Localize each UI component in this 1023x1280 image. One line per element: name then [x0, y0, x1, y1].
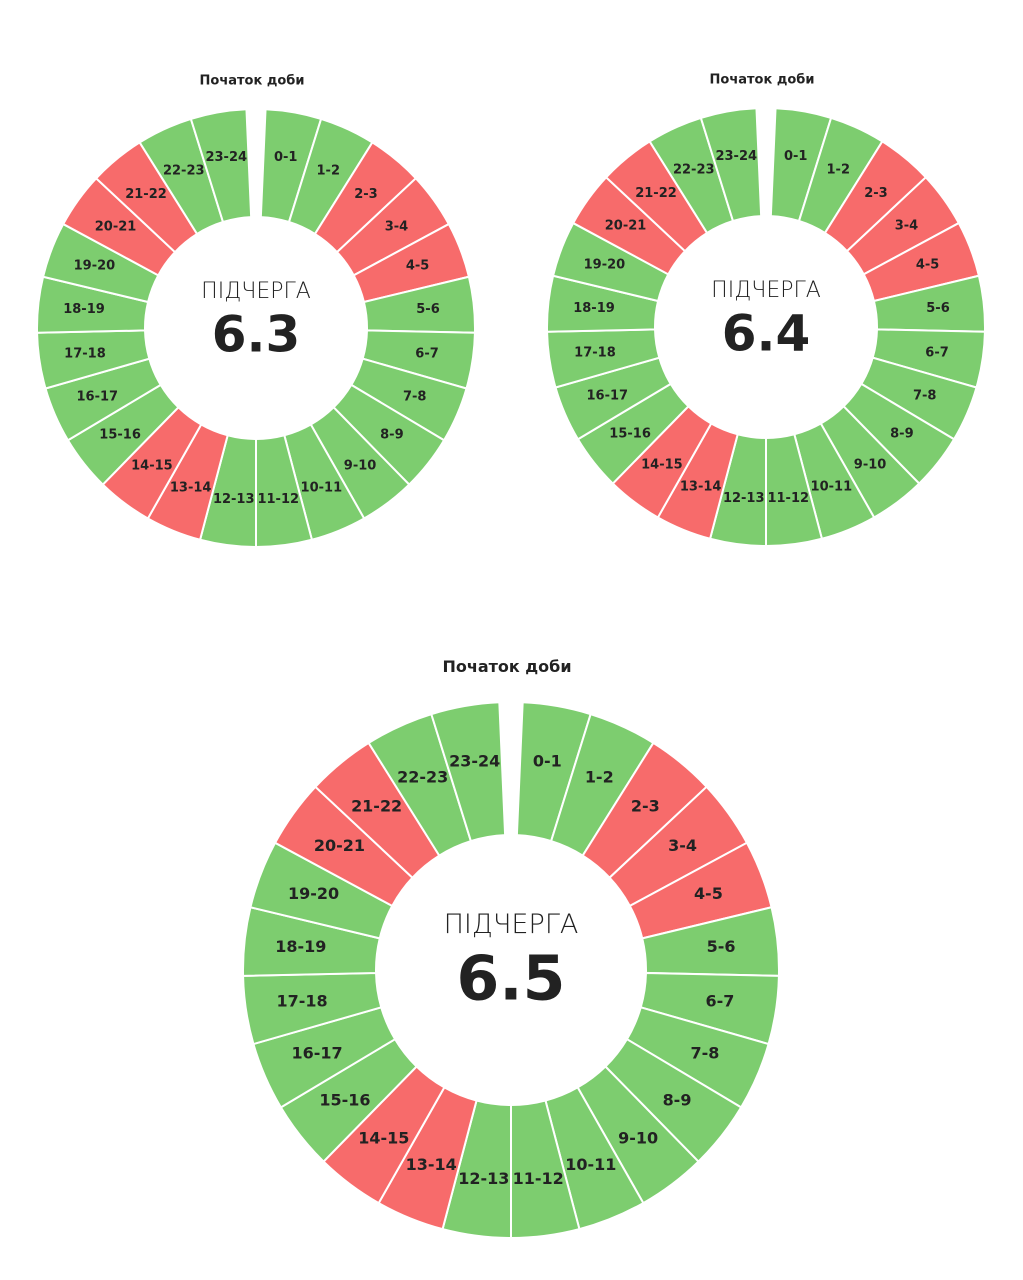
segment-label: 23-24 — [715, 149, 757, 164]
segment-label: 21-22 — [351, 796, 402, 815]
segment-label: 11-12 — [767, 491, 809, 506]
segment-label: 3-4 — [385, 219, 409, 234]
segment-label: 12-13 — [723, 491, 765, 506]
segment-label: 12-13 — [458, 1169, 509, 1188]
segment-label: 0-1 — [784, 149, 808, 164]
segment-label: 16-17 — [586, 388, 628, 403]
segment-label: 3-4 — [668, 836, 697, 855]
segment-label: 22-23 — [163, 163, 205, 178]
segment-label: 9-10 — [854, 458, 887, 473]
segment-label: 21-22 — [125, 187, 167, 202]
segment-label: 8-9 — [380, 428, 404, 443]
segment-label: 19-20 — [74, 259, 116, 274]
segment-label: 4-5 — [694, 884, 723, 903]
number: 6.5 — [457, 942, 566, 1014]
segment-label: 21-22 — [635, 186, 677, 201]
segment-label: 5-6 — [416, 302, 440, 317]
segment-label: 1-2 — [827, 162, 851, 177]
segment-label: 10-11 — [301, 481, 343, 496]
segment-label: 19-20 — [288, 884, 339, 903]
segment-label: 3-4 — [895, 218, 919, 233]
segment-label: 15-16 — [99, 428, 141, 443]
segment — [189, 108, 253, 224]
segment-label: 7-8 — [403, 389, 427, 404]
segment-label: 19-20 — [584, 258, 626, 273]
segment-label: 11-12 — [257, 492, 299, 507]
segment-label: 6-7 — [925, 346, 949, 361]
segment-label: 17-18 — [276, 991, 327, 1010]
segment-label: 8-9 — [663, 1090, 692, 1109]
segment-label: 20-21 — [95, 219, 137, 234]
segment-label: 23-24 — [205, 150, 247, 165]
segment-label: 17-18 — [574, 346, 616, 361]
segment-label: 4-5 — [916, 258, 940, 273]
segment-label: 16-17 — [292, 1044, 343, 1063]
start-label: Початок доби — [200, 74, 305, 89]
segment-label: 13-14 — [406, 1155, 457, 1174]
segment-label: 1-2 — [585, 767, 614, 786]
segment-label: 18-19 — [63, 302, 105, 317]
segment — [430, 701, 507, 843]
segment-label: 5-6 — [926, 301, 950, 316]
segment-label: 14-15 — [358, 1128, 409, 1147]
segment-label: 15-16 — [609, 427, 651, 442]
segment-label: 4-5 — [406, 259, 430, 274]
segment-label: 10-11 — [811, 480, 853, 495]
segment-label: 20-21 — [314, 836, 365, 855]
segment-label: 15-16 — [319, 1090, 370, 1109]
title: ПІДЧЕРГА — [711, 278, 821, 303]
segment-label: 1-2 — [317, 163, 341, 178]
segment-label: 0-1 — [274, 150, 298, 165]
segment-label: 13-14 — [170, 481, 212, 496]
start-label: Початок доби — [442, 657, 571, 676]
segment-label: 9-10 — [344, 459, 377, 474]
segment-label: 23-24 — [449, 751, 500, 770]
segment-label: 7-8 — [690, 1044, 719, 1063]
title: ПІДЧЕРГА — [201, 279, 311, 304]
segment-label: 12-13 — [213, 492, 255, 507]
segment-label: 2-3 — [354, 187, 378, 202]
segment-label: 14-15 — [641, 458, 683, 473]
segment-label: 16-17 — [76, 389, 118, 404]
segment-label: 2-3 — [864, 186, 888, 201]
segment-label: 17-18 — [64, 347, 106, 362]
segment-label: 10-11 — [565, 1155, 616, 1174]
segment-label: 6-7 — [415, 347, 439, 362]
segment-label: 18-19 — [275, 937, 326, 956]
start-label: Початок доби — [710, 73, 815, 88]
segment-label: 9-10 — [618, 1128, 658, 1147]
segment — [699, 107, 763, 223]
segment-label: 14-15 — [131, 459, 173, 474]
number: 6.4 — [722, 305, 811, 363]
segment-label: 13-14 — [680, 480, 722, 495]
segment-label: 18-19 — [573, 301, 615, 316]
segment-label: 22-23 — [673, 162, 715, 177]
segment-label: 6-7 — [705, 991, 734, 1010]
segment-label: 7-8 — [913, 388, 937, 403]
segment-label: 11-12 — [513, 1169, 564, 1188]
segment-label: 20-21 — [605, 218, 647, 233]
segment-label: 2-3 — [631, 796, 660, 815]
segment-label: 22-23 — [397, 767, 448, 786]
segment-label: 0-1 — [533, 751, 562, 770]
segment-label: 5-6 — [707, 937, 736, 956]
segment-label: 8-9 — [890, 427, 914, 442]
title: ПІДЧЕРГА — [444, 909, 579, 940]
number: 6.3 — [212, 306, 301, 364]
